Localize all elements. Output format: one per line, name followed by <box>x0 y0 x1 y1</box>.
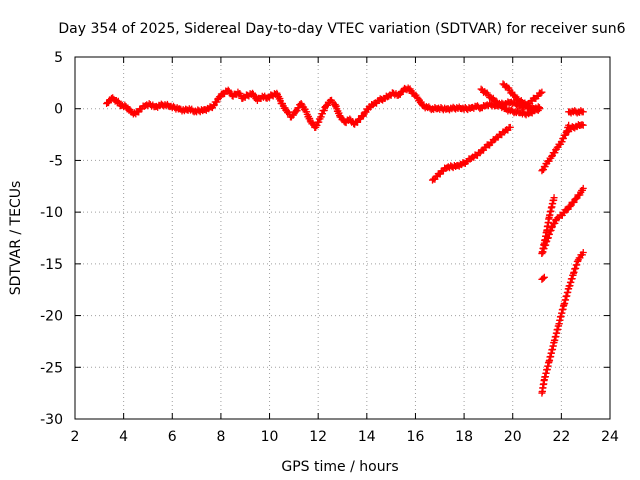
data-point-fill <box>537 89 545 97</box>
grid <box>75 57 610 419</box>
y-tick-label: -20 <box>40 309 63 325</box>
x-tick-label: 20 <box>504 429 522 445</box>
series-late-track-c-steep <box>538 194 558 258</box>
data-point-fill <box>551 219 559 227</box>
y-tick-label: -30 <box>40 412 63 428</box>
x-tick-label: 2 <box>71 429 80 445</box>
data-point <box>540 273 548 281</box>
y-axis-label: SDTVAR / TECUs <box>8 181 24 296</box>
series-late-track-a-top <box>565 107 587 117</box>
data-point-fill <box>539 274 547 282</box>
data-point-fill <box>540 166 548 174</box>
data-point <box>506 123 514 131</box>
x-tick-label: 8 <box>216 429 225 445</box>
data-point <box>550 194 558 202</box>
data-point <box>538 167 546 175</box>
x-tick-label: 18 <box>455 429 473 445</box>
data-point-fill <box>213 98 221 106</box>
data-point-fill <box>558 138 566 146</box>
data-point <box>579 121 587 129</box>
x-tick-label: 12 <box>309 429 327 445</box>
x-tick-label: 22 <box>552 429 570 445</box>
series-upper-branch-b <box>499 80 546 109</box>
data-point <box>535 105 543 113</box>
y-tick-label: 0 <box>54 102 63 118</box>
y-tick-label: -5 <box>49 153 63 169</box>
x-tick-label: 4 <box>119 429 128 445</box>
series-main-track <box>103 84 543 131</box>
data-point-fill <box>541 163 549 171</box>
x-tick-label: 24 <box>601 429 619 445</box>
data-point <box>579 184 587 192</box>
y-tick-labels: 5 0 -5 -10 -15 -20 -25 -30 <box>40 50 63 428</box>
data-point-fill <box>566 203 574 211</box>
data-point <box>297 100 305 108</box>
x-axis-label: GPS time / hours <box>281 459 398 475</box>
x-tick-label: 6 <box>168 429 177 445</box>
series-upper-branch-a <box>477 85 543 119</box>
y-tick-label: -25 <box>40 360 63 376</box>
y-tick-label: -10 <box>40 205 63 221</box>
data-point <box>538 88 546 96</box>
data-point <box>579 248 587 256</box>
data-point <box>548 224 556 232</box>
series-declining-track <box>428 123 514 184</box>
y-tick-label: -15 <box>40 257 63 273</box>
x-tick-label: 16 <box>407 429 425 445</box>
x-tick-labels: 2 4 6 8 10 12 14 16 18 20 22 24 <box>71 429 619 445</box>
x-tick-label: 10 <box>261 429 279 445</box>
series-late-track-d <box>538 248 587 397</box>
y-tick-label: 5 <box>54 50 63 66</box>
axis-ticks <box>74 56 611 420</box>
plot-frame <box>74 56 611 420</box>
data-point-fill <box>293 107 301 115</box>
data-marks <box>103 80 587 397</box>
data-point-fill <box>570 198 578 206</box>
x-tick-label: 14 <box>358 429 376 445</box>
data-point-fill <box>545 157 553 165</box>
series-late-isolated <box>538 273 548 283</box>
data-point-fill <box>551 149 559 157</box>
data-point <box>579 108 587 116</box>
chart-title: Day 354 of 2025, Sidereal Day-to-day VTE… <box>58 21 625 37</box>
series-late-track-b <box>562 121 587 137</box>
